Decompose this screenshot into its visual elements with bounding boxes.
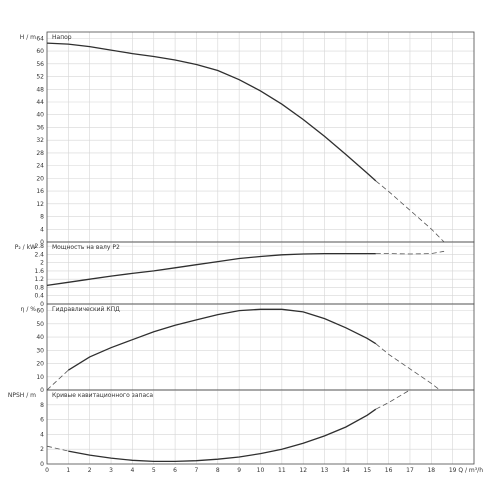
y-tick-label: 2.8: [34, 243, 44, 250]
x-tick-label: 8: [216, 467, 220, 474]
x-tick-label: 12: [299, 467, 307, 474]
x-tick-label: 14: [342, 467, 350, 474]
panel-title: Мощность на валу P2: [52, 244, 120, 251]
panel-3: 0 10 20 30 40 50 60η / % Гидравлический КПД: [21, 303, 475, 394]
y-tick-label: 60: [36, 308, 44, 315]
x-tick-label: 7: [195, 467, 199, 474]
x-tick-label: 0: [45, 467, 49, 474]
x-tick-label: 19: [449, 467, 457, 474]
y-tick-label: 56: [36, 61, 44, 68]
curve-extension-dashed: [375, 250, 445, 255]
y-tick-label: 2.4: [34, 251, 44, 258]
y-tick-label: 64: [36, 35, 44, 42]
y-tick-label: 2: [40, 260, 44, 267]
y-tick-label: 36: [36, 124, 44, 131]
x-tick-label: 4: [130, 467, 134, 474]
y-tick-label: 16: [36, 188, 44, 195]
y-tick-label: 6: [40, 417, 44, 424]
x-tick-label: 13: [321, 467, 329, 474]
panel-4: 0 2 4 6 8 NPSH / m Кривые кавитационного запас…: [8, 389, 483, 474]
panel-title: Кривые кавитационного запаса: [52, 392, 153, 399]
y-tick-label: 40: [36, 112, 44, 119]
curve-extension-dashed: [46, 445, 69, 452]
x-axis-label: Q / m³/h: [458, 467, 483, 474]
y-tick-label: 2: [40, 446, 44, 453]
y-tick-label: 0: [40, 301, 44, 308]
curve-line: [67, 308, 377, 371]
y-tick-label: 30: [36, 347, 44, 354]
y-tick-label: 4: [40, 431, 44, 438]
x-tick-label: 5: [152, 467, 156, 474]
y-tick-label: 0: [40, 239, 44, 246]
panel-frame: [46, 389, 475, 465]
y-tick-label: 60: [36, 48, 44, 55]
y-tick-label: 40: [36, 334, 44, 341]
y-tick-label: 20: [36, 175, 44, 182]
curve-extension-dashed: [375, 343, 441, 391]
y-tick-label: 20: [36, 361, 44, 368]
y-tick-label: 48: [36, 86, 44, 93]
x-tick-label: 1: [66, 467, 70, 474]
curve-extension-dashed: [375, 180, 445, 243]
y-tick-label: 24: [36, 163, 44, 170]
y-tick-label: 10: [36, 374, 44, 381]
panel-title: Гидравлический КПД: [52, 306, 120, 313]
x-tick-label: 15: [363, 467, 371, 474]
y-tick-label: 12: [36, 201, 44, 208]
y-tick-label: 50: [36, 321, 44, 328]
y-tick-label: 28: [36, 150, 44, 157]
panel-2: 00.40.81.21.622.42.8P₂ / kW Мощность на в…: [15, 241, 475, 308]
y-axis-label: NPSH / m: [8, 392, 36, 399]
y-tick-label: 0.4: [34, 293, 44, 300]
x-tick-label: 11: [278, 467, 286, 474]
curve-extension-dashed: [375, 389, 411, 410]
y-tick-label: 0: [40, 387, 44, 394]
y-tick-label: 8: [40, 214, 44, 221]
curve-line: [68, 408, 377, 463]
x-tick-label: 2: [88, 467, 92, 474]
y-axis-label: P₂ / kW: [15, 244, 36, 251]
y-tick-label: 32: [36, 137, 44, 144]
y-axis-label: η / %: [21, 306, 37, 313]
x-tick-label: 17: [406, 467, 414, 474]
y-tick-label: 0.8: [34, 284, 44, 291]
y-tick-label: 44: [36, 99, 44, 106]
y-tick-label: 0: [40, 461, 44, 468]
curve-extension-dashed: [46, 369, 69, 391]
y-tick-label: 52: [36, 74, 44, 81]
x-tick-label: 3: [109, 467, 113, 474]
curve-line: [46, 42, 377, 182]
x-tick-label: 6: [173, 467, 177, 474]
y-axis-label: H / m: [20, 34, 36, 41]
y-tick-label: 1.2: [34, 276, 44, 283]
panel-title: Напор: [52, 34, 72, 41]
y-tick-label: 1.6: [34, 268, 44, 275]
y-tick-label: 4: [40, 226, 44, 233]
curve-line: [46, 252, 376, 287]
x-tick-label: 18: [427, 467, 435, 474]
x-tick-label: 10: [257, 467, 265, 474]
y-tick-label: 8: [40, 402, 44, 409]
x-tick-label: 9: [237, 467, 241, 474]
x-tick-label: 16: [385, 467, 393, 474]
